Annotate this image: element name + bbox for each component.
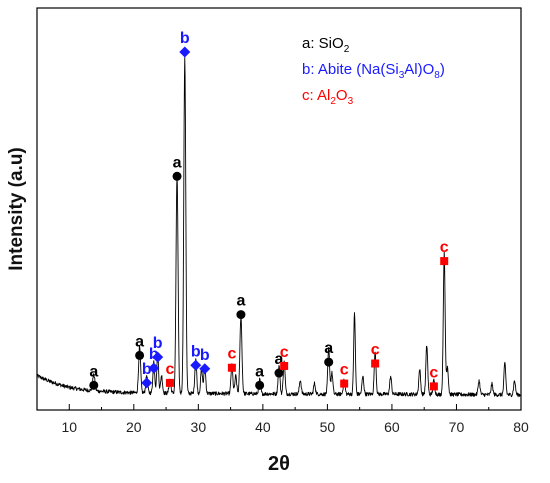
peak-marker-a (324, 357, 334, 367)
peak-marker-c (165, 378, 174, 387)
peak-label-b: b (153, 335, 163, 352)
peak-marker-b (199, 363, 211, 375)
x-tick-label: 70 (449, 419, 465, 435)
peak-marker-a (172, 171, 182, 181)
legend-entry-c: c: Al2O3 (302, 87, 354, 107)
peak-label-a: a (135, 333, 144, 350)
peak-label-a: a (255, 363, 264, 380)
xrd-pattern-line (36, 56, 522, 398)
peak-marker-a (255, 380, 265, 390)
peak-marker-a (89, 380, 99, 390)
peak-label-b: b (180, 30, 190, 47)
peak-marker-c (340, 379, 349, 388)
plot-area (36, 7, 522, 411)
peak-marker-b (148, 362, 160, 374)
peak-marker-c (440, 257, 449, 266)
peak-label-b: b (142, 361, 152, 378)
peak-marker-b (190, 359, 202, 371)
peak-marker-c (371, 359, 380, 368)
peak-label-b: b (191, 343, 201, 360)
x-tick-label: 40 (255, 419, 271, 435)
peak-label-c: c (280, 344, 289, 361)
peak-marker-a (274, 368, 284, 378)
peak-label-a: a (275, 351, 284, 368)
x-tick-label: 10 (61, 419, 77, 435)
peak-label-c: c (227, 346, 236, 363)
peak-marker-c (227, 363, 236, 372)
peak-label-a: a (89, 363, 98, 380)
legend: a: SiO2 b: Abite (Na(Si3Al)O8) c: Al2O3 (302, 35, 445, 107)
peak-marker-b (179, 46, 191, 58)
x-tick-label: 60 (384, 419, 400, 435)
peak-label-a: a (173, 154, 182, 171)
x-tick-label: 80 (513, 419, 529, 435)
x-tick-label: 50 (320, 419, 336, 435)
peak-label-c: c (429, 364, 438, 381)
peak-marker-a (236, 310, 246, 320)
peak-label-a: a (324, 340, 333, 357)
legend-entry-a: a: SiO2 (302, 35, 350, 55)
y-axis-title: Intensity (a.u) (6, 147, 27, 271)
peak-label-b: b (149, 346, 159, 363)
peak-label-c: c (371, 342, 380, 359)
legend-entry-b: b: Abite (Na(Si3Al)O8) (302, 61, 445, 81)
peak-marker-c (429, 382, 438, 391)
peak-label-c: c (340, 362, 349, 379)
x-axis-title: 2θ (268, 453, 290, 475)
peak-label-a: a (236, 293, 245, 310)
x-tick-label: 20 (126, 419, 142, 435)
peak-marker-c (280, 361, 289, 370)
peak-marker-b (152, 351, 164, 363)
peak-label-c: c (440, 239, 449, 256)
x-tick-label: 30 (191, 419, 207, 435)
peak-marker-a (135, 350, 145, 360)
x-axis-ticks: 10 20 30 40 50 60 70 80 (36, 404, 529, 435)
peak-label-c: c (165, 361, 174, 378)
peak-marker-b (141, 377, 153, 389)
peak-label-b: b (200, 347, 210, 364)
